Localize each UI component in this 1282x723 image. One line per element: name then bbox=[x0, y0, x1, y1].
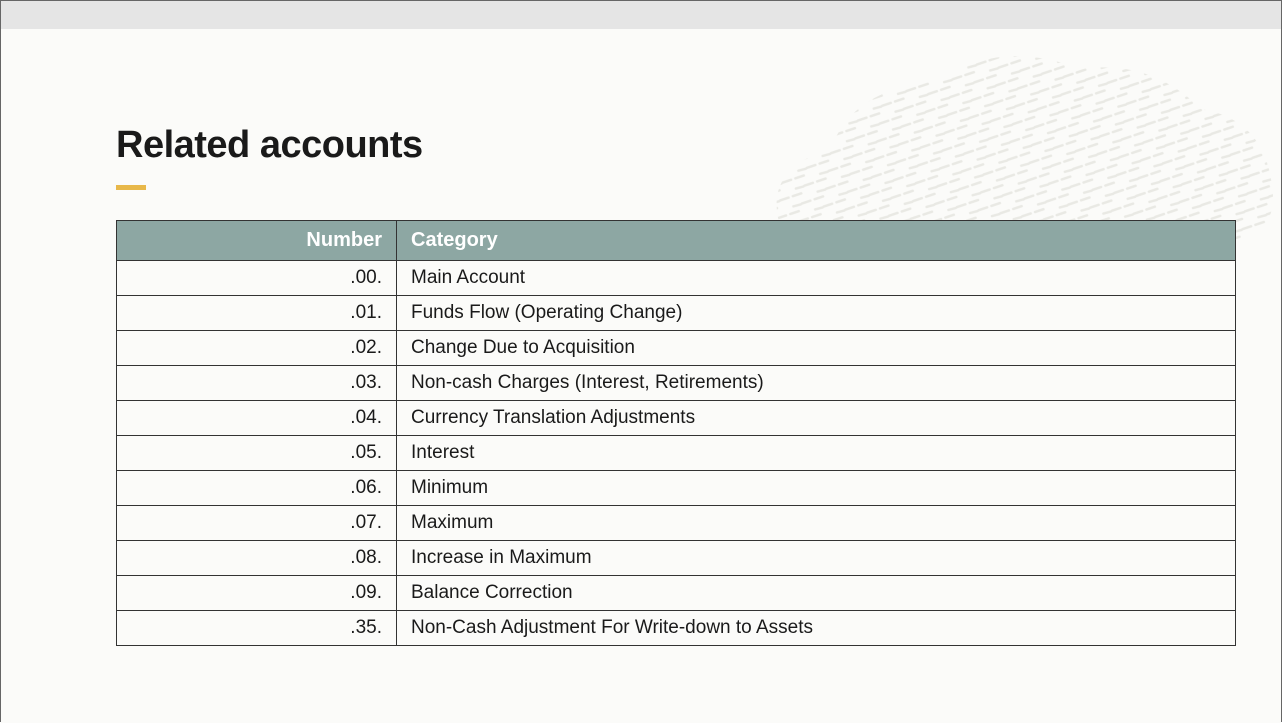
cell-category: Funds Flow (Operating Change) bbox=[397, 296, 1236, 331]
slide-content: Related accounts Number Category .00. Ma… bbox=[1, 29, 1281, 686]
accounts-table: Number Category .00. Main Account .01. F… bbox=[116, 220, 1236, 646]
cell-number: .01. bbox=[117, 296, 397, 331]
column-header-number: Number bbox=[117, 221, 397, 261]
cell-number: .04. bbox=[117, 401, 397, 436]
cell-number: .00. bbox=[117, 261, 397, 296]
cell-category: Non-Cash Adjustment For Write-down to As… bbox=[397, 611, 1236, 646]
cell-number: .08. bbox=[117, 541, 397, 576]
slide-title: Related accounts bbox=[116, 124, 1201, 167]
table-row: .05. Interest bbox=[117, 436, 1236, 471]
cell-number: .06. bbox=[117, 471, 397, 506]
cell-category: Change Due to Acquisition bbox=[397, 331, 1236, 366]
cell-number: .09. bbox=[117, 576, 397, 611]
cell-category: Main Account bbox=[397, 261, 1236, 296]
table-row: .00. Main Account bbox=[117, 261, 1236, 296]
top-bar bbox=[1, 1, 1281, 29]
table-row: .01. Funds Flow (Operating Change) bbox=[117, 296, 1236, 331]
cell-number: .02. bbox=[117, 331, 397, 366]
cell-number: .05. bbox=[117, 436, 397, 471]
column-header-category: Category bbox=[397, 221, 1236, 261]
cell-number: .03. bbox=[117, 366, 397, 401]
title-underline bbox=[116, 185, 146, 190]
slide-container: Related accounts Number Category .00. Ma… bbox=[1, 29, 1281, 723]
table-row: .02. Change Due to Acquisition bbox=[117, 331, 1236, 366]
table-row: .07. Maximum bbox=[117, 506, 1236, 541]
table-row: .35. Non-Cash Adjustment For Write-down … bbox=[117, 611, 1236, 646]
table-row: .03. Non-cash Charges (Interest, Retirem… bbox=[117, 366, 1236, 401]
cell-category: Balance Correction bbox=[397, 576, 1236, 611]
cell-number: .35. bbox=[117, 611, 397, 646]
table-row: .09. Balance Correction bbox=[117, 576, 1236, 611]
cell-number: .07. bbox=[117, 506, 397, 541]
cell-category: Minimum bbox=[397, 471, 1236, 506]
cell-category: Maximum bbox=[397, 506, 1236, 541]
table-row: .04. Currency Translation Adjustments bbox=[117, 401, 1236, 436]
table-row: .06. Minimum bbox=[117, 471, 1236, 506]
table-header-row: Number Category bbox=[117, 221, 1236, 261]
cell-category: Interest bbox=[397, 436, 1236, 471]
table-row: .08. Increase in Maximum bbox=[117, 541, 1236, 576]
cell-category: Non-cash Charges (Interest, Retirements) bbox=[397, 366, 1236, 401]
table-body: .00. Main Account .01. Funds Flow (Opera… bbox=[117, 261, 1236, 646]
cell-category: Increase in Maximum bbox=[397, 541, 1236, 576]
cell-category: Currency Translation Adjustments bbox=[397, 401, 1236, 436]
